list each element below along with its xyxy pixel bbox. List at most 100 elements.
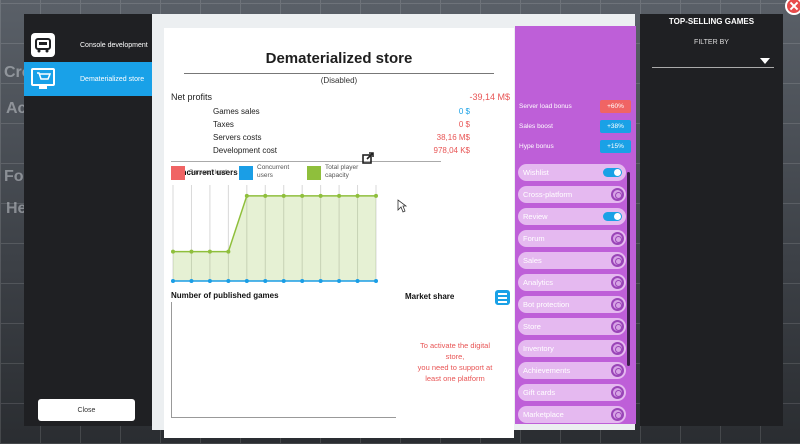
feature-label: Wishlist [523, 168, 549, 177]
feature-inventory[interactable]: Inventory [518, 340, 626, 357]
close-button[interactable]: Close [38, 399, 135, 421]
bonus-label: Hype bonus [519, 143, 554, 150]
gear-icon[interactable] [611, 408, 624, 421]
chevron-down-icon [760, 58, 770, 64]
divider [184, 73, 494, 74]
activation-message-line: you need to support at [417, 363, 493, 372]
store-cart-icon [28, 64, 58, 94]
concurrent-users-title: Concurrent users [171, 168, 238, 177]
gear-icon[interactable] [611, 188, 624, 201]
gear-icon[interactable] [611, 364, 624, 377]
concurrent-users-point [318, 279, 323, 283]
feature-label: Cross-platform [523, 190, 573, 199]
feature-analytics[interactable]: Analytics [518, 274, 626, 291]
background-text: He [6, 200, 27, 217]
feature-review[interactable]: Review [518, 208, 626, 225]
feature-label: Marketplace [523, 410, 564, 419]
concurrent-users-point [374, 279, 378, 283]
capacity-point [171, 249, 175, 254]
bonus-badge: +15% [600, 140, 631, 153]
concurrent-users-point [263, 279, 268, 283]
gear-icon[interactable] [611, 276, 624, 289]
status-text: (Disabled) [320, 76, 358, 85]
published-games-title: Number of published games [171, 291, 279, 300]
feature-label: Inventory [523, 344, 554, 353]
feature-label: Achievements [523, 366, 571, 375]
legend-swatch-servers-load [171, 166, 185, 180]
feature-marketplace[interactable]: Marketplace [518, 406, 626, 423]
net-profits-value: -39,14 M$ [469, 92, 510, 102]
open-external-icon[interactable] [362, 152, 374, 164]
legend-label: Servers' load [189, 169, 227, 176]
left-sidebar: Console development Dematerialized store… [24, 14, 152, 426]
concurrent-users-point [300, 279, 305, 283]
capacity-point [318, 193, 323, 198]
gear-icon[interactable] [611, 320, 624, 333]
taxes-value: 0 $ [458, 120, 470, 129]
feature-forum[interactable]: Forum [518, 230, 626, 247]
capacity-line [173, 195, 376, 253]
filter-dropdown[interactable] [652, 54, 774, 68]
feature-store[interactable]: Store [518, 318, 626, 335]
concurrent-users-point [189, 279, 194, 283]
capacity-point [244, 193, 249, 198]
concurrent-users-point [171, 279, 175, 283]
toggle-switch[interactable] [603, 168, 622, 177]
capacity-point [355, 193, 360, 198]
games-sales-value: 0 $ [458, 107, 470, 116]
capacity-point [189, 249, 194, 254]
net-profits-label: Net profits [171, 92, 213, 102]
feature-label: Analytics [523, 278, 554, 287]
background-text: Ac [6, 100, 27, 117]
capacity-area [173, 195, 376, 281]
gear-icon[interactable] [611, 254, 624, 267]
activation-message-line: To activate the digital [419, 341, 491, 350]
servers-costs-label: Servers costs [213, 133, 262, 142]
activation-message-line: store, [445, 352, 465, 361]
capacity-point [374, 193, 378, 198]
capacity-point [337, 193, 342, 198]
close-icon[interactable] [785, 0, 800, 15]
store-features-panel: Server load bonus +60% Sales boost +38% … [515, 26, 636, 424]
feature-bot-protection[interactable]: Bot protection [518, 296, 626, 313]
filter-label: FILTER BY [694, 39, 729, 46]
market-share-menu-button[interactable] [495, 290, 510, 305]
feature-label: Store [523, 322, 541, 331]
feature-cross-platform[interactable]: Cross-platform [518, 186, 626, 203]
background-text: Fo [4, 168, 24, 185]
feature-label: Bot protection [523, 300, 570, 309]
capacity-point [263, 193, 268, 198]
gear-icon[interactable] [611, 342, 624, 355]
capacity-point [207, 249, 212, 254]
gear-icon[interactable] [611, 386, 624, 399]
concurrent-users-point [337, 279, 342, 283]
feature-wishlist[interactable]: Wishlist [518, 164, 626, 181]
console-icon [28, 30, 58, 60]
toggle-switch[interactable] [603, 212, 622, 221]
feature-label: Gift cards [523, 388, 556, 397]
tab-dematerialized-store[interactable]: Dematerialized store [24, 62, 152, 96]
feature-gift-cards[interactable]: Gift cards [518, 384, 626, 401]
feature-achievements[interactable]: Achievements [518, 362, 626, 379]
bonus-badge: +38% [600, 120, 631, 133]
gear-icon[interactable] [611, 298, 624, 311]
development-cost-value: 978,04 K$ [433, 146, 470, 155]
capacity-point [226, 249, 231, 254]
top-selling-panel: TOP-SELLING GAMES FILTER BY [640, 14, 783, 426]
feature-label: Review [523, 212, 548, 221]
market-share-title: Market share [405, 292, 455, 301]
concurrent-users-point [281, 279, 286, 283]
scrollbar[interactable] [627, 172, 630, 366]
bonus-label: Server load bonus [519, 103, 572, 110]
concurrent-users-point [226, 279, 231, 283]
feature-label: Forum [523, 234, 545, 243]
concurrent-users-point [207, 279, 212, 283]
feature-sales[interactable]: Sales [518, 252, 626, 269]
servers-costs-value: 38,16 M$ [436, 133, 470, 142]
gear-icon[interactable] [611, 232, 624, 245]
feature-label: Sales [523, 256, 542, 265]
bonus-badge: +60% [600, 100, 631, 113]
legend-label: Total player capacity [325, 164, 359, 179]
tab-console-development[interactable]: Console development [24, 28, 152, 62]
bonus-label: Sales boost [519, 123, 553, 130]
